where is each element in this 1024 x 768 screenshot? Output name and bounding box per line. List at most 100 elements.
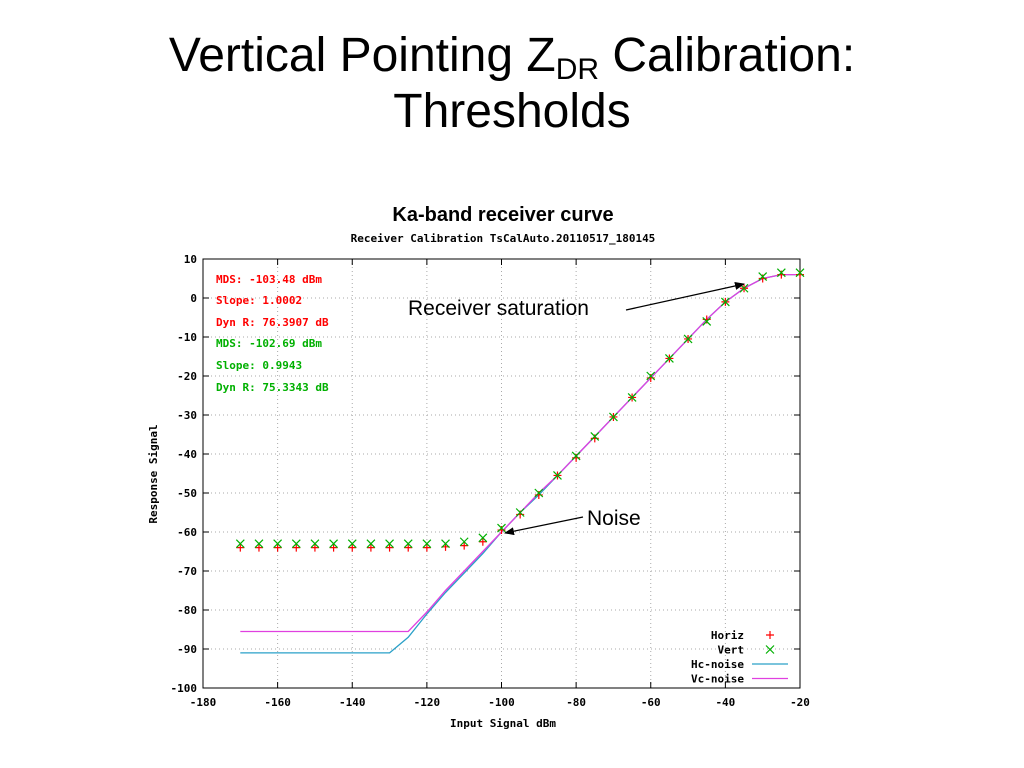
stats-horiz: MDS: -103.48 dBm Slope: 1.0002 Dyn R: 76…: [216, 273, 329, 329]
y-tick-label: -90: [177, 643, 197, 656]
data-point-vert: [235, 539, 245, 549]
x-tick-label: -40: [715, 696, 735, 709]
data-point-vert: [254, 539, 264, 549]
annotation-noise-label: Noise: [587, 507, 641, 530]
annotation-saturation-arrow: [625, 282, 745, 311]
data-point-vert: [664, 354, 674, 363]
data-point-vert: [590, 432, 600, 441]
data-point-vert: [403, 539, 413, 549]
data-point-horiz: [590, 434, 599, 443]
data-point-horiz: [422, 543, 431, 552]
data-point-horiz: [348, 543, 357, 552]
y-tick-label: -100: [171, 682, 198, 695]
data-point-horiz: [497, 526, 506, 535]
data-point-vert: [571, 451, 581, 461]
y-tick-label: -50: [177, 487, 197, 500]
legend-label-vert: Vert: [718, 644, 745, 657]
data-point-horiz: [777, 270, 786, 279]
stat-h-dynr: Dyn R: 76.3907 dB: [216, 316, 329, 329]
data-point-horiz: [460, 541, 469, 550]
y-tick-label: -80: [177, 604, 197, 617]
slide-title-line2: Thresholds: [393, 85, 631, 138]
chart-title: Ka-band receiver curve: [392, 204, 613, 226]
series-vert: [235, 268, 805, 549]
annotation-saturation-label: Receiver saturation: [408, 297, 589, 320]
stats-vert: MDS: -102.69 dBm Slope: 0.9943 Dyn R: 75…: [216, 337, 329, 394]
data-point-horiz: [404, 543, 413, 552]
data-point-vert: [347, 539, 357, 549]
y-axis-label: Response Signal: [147, 424, 160, 523]
legend-label-hc-noise: Hc-noise: [691, 658, 744, 671]
slide-title: Vertical Pointing ZDR Calibration: Thres…: [0, 28, 1024, 140]
x-tick-label: -60: [641, 696, 661, 709]
data-point-vert: [385, 539, 394, 549]
data-point-horiz: [478, 537, 487, 546]
data-point-horiz: [572, 453, 581, 462]
data-point-vert: [534, 488, 544, 498]
y-tick-label: -20: [177, 370, 197, 383]
data-point-vert: [720, 297, 730, 307]
annotation-saturation: Receiver saturation: [408, 282, 745, 320]
data-point-horiz: [236, 543, 245, 552]
stat-v-slope: Slope: 0.9943: [216, 359, 302, 372]
data-point-vert: [683, 334, 693, 344]
slide-title-part2: Calibration:: [599, 29, 856, 82]
ticks-layer: -180 -160 -140 -120 -100 -80 -60 -40 -20 10 0 -10 -2…: [171, 253, 810, 709]
data-point-vert: [366, 539, 376, 549]
y-tick-label: -60: [177, 526, 197, 539]
data-point-vert: [441, 539, 450, 549]
data-point-vert: [273, 539, 283, 549]
legend-swatch-horiz: [766, 631, 774, 639]
x-tick-label: -100: [488, 696, 515, 709]
data-point-horiz: [758, 274, 767, 283]
data-point-vert: [776, 268, 786, 278]
data-point-horiz: [366, 543, 375, 552]
data-point-vert: [627, 393, 637, 402]
data-point-horiz: [329, 543, 338, 552]
x-tick-label: -160: [264, 696, 291, 709]
data-point-vert: [291, 539, 301, 549]
data-point-vert: [609, 412, 618, 422]
data-point-horiz: [310, 543, 319, 552]
data-point-horiz: [273, 543, 282, 552]
series-layer: [235, 268, 805, 654]
annotation-noise: Noise: [504, 507, 641, 536]
data-point-horiz: [292, 543, 301, 552]
data-point-vert: [422, 539, 432, 549]
data-point-horiz: [516, 510, 525, 519]
data-point-vert: [758, 272, 768, 281]
data-point-vert: [478, 533, 488, 543]
stat-h-slope: Slope: 1.0002: [216, 294, 302, 307]
annotation-noise-arrow: [504, 516, 584, 536]
data-point-vert: [329, 539, 339, 549]
data-point-horiz: [254, 543, 263, 552]
series-line-hc-noise: [240, 273, 800, 654]
x-tick-label: -20: [790, 696, 810, 709]
x-tick-label: -140: [339, 696, 366, 709]
y-tick-label: 0: [190, 292, 197, 305]
slide-title-subscript: DR: [555, 53, 600, 86]
data-point-horiz: [385, 543, 394, 552]
x-axis-label: Input Signal dBm: [450, 717, 556, 730]
data-point-vert: [310, 539, 320, 549]
legend-swatch-vert: [765, 645, 775, 654]
x-tick-label: -180: [190, 696, 217, 709]
data-point-vert: [646, 371, 656, 381]
y-tick-label: 10: [184, 253, 197, 266]
slide-title-part1: Vertical Pointing Z: [168, 29, 556, 82]
data-point-vert: [459, 537, 469, 547]
legend-label-horiz: Horiz: [711, 629, 744, 642]
y-tick-label: -40: [177, 448, 197, 461]
legend-label-vc-noise: Vc-noise: [691, 673, 744, 686]
data-point-vert: [795, 268, 805, 278]
data-point-vert: [702, 316, 712, 326]
x-tick-label: -120: [414, 696, 441, 709]
chart-subtitle: Receiver Calibration TsCalAuto.20110517_…: [351, 232, 656, 245]
stat-v-mds: MDS: -102.69 dBm: [216, 337, 322, 350]
y-tick-label: -70: [177, 565, 197, 578]
y-tick-label: -30: [177, 409, 197, 422]
x-tick-label: -80: [566, 696, 586, 709]
y-tick-label: -10: [177, 331, 197, 344]
